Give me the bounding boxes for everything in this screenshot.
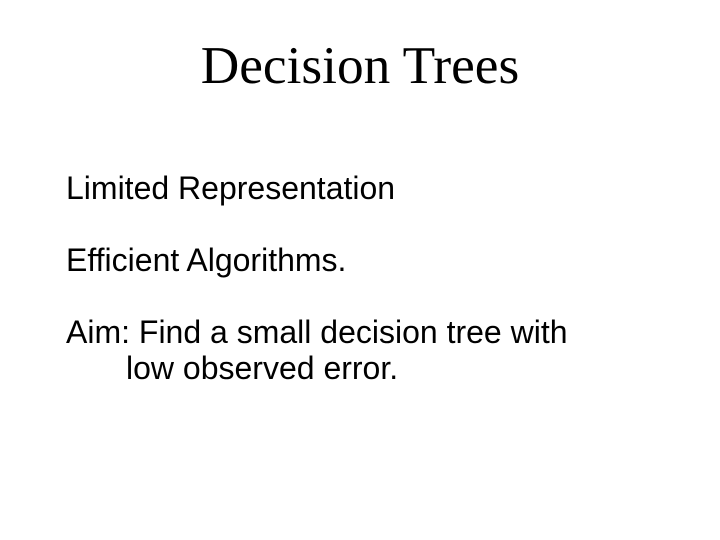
body-line-4: low observed error. bbox=[126, 350, 398, 387]
body-line-2: Efficient Algorithms. bbox=[66, 242, 346, 279]
body-line-3: Aim: Find a small decision tree with bbox=[66, 314, 568, 351]
slide-title: Decision Trees bbox=[0, 34, 720, 96]
body-line-1: Limited Representation bbox=[66, 170, 395, 207]
slide: Decision Trees Limited Representation Ef… bbox=[0, 0, 720, 540]
